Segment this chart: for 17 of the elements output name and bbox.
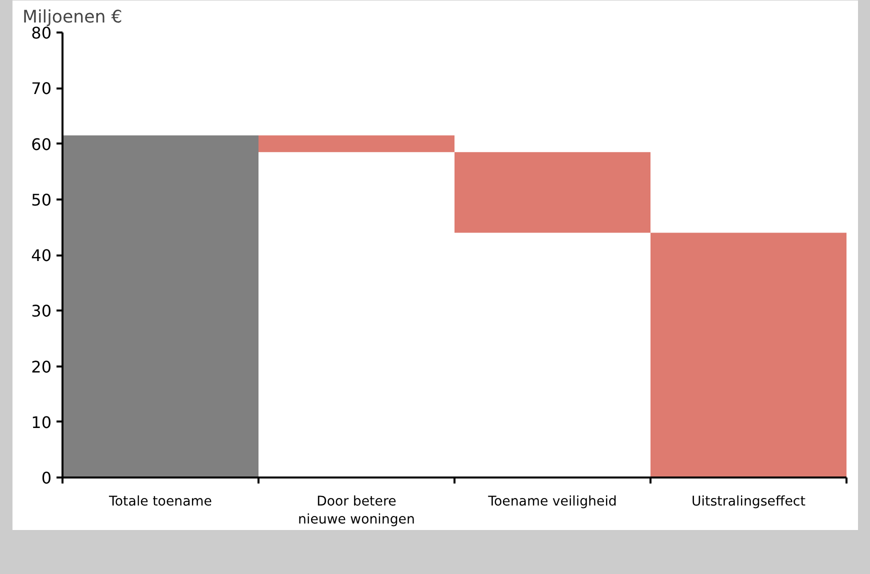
y-tick-label: 30 (31, 302, 52, 321)
y-tick-label: 0 (41, 468, 52, 488)
bar (258, 135, 454, 152)
y-tick-label: 70 (31, 79, 52, 98)
bar (62, 135, 258, 478)
y-tick-label: 20 (31, 357, 52, 376)
x-tick-label: Door betere nieuwe woningen (298, 494, 415, 528)
x-tick-label: Totale toename (108, 494, 212, 510)
y-axis-title: Miljoenen € (22, 8, 122, 28)
x-tick-label: Toename veiligheid (487, 494, 617, 510)
x-tick-label: Uitstralingseffect (692, 494, 806, 510)
y-tick-label: 40 (31, 246, 52, 265)
y-tick-label: 50 (31, 190, 52, 210)
bar (454, 152, 650, 233)
bar (650, 232, 846, 478)
y-tick-label: 60 (31, 134, 52, 154)
y-tick-label: 10 (31, 412, 52, 432)
